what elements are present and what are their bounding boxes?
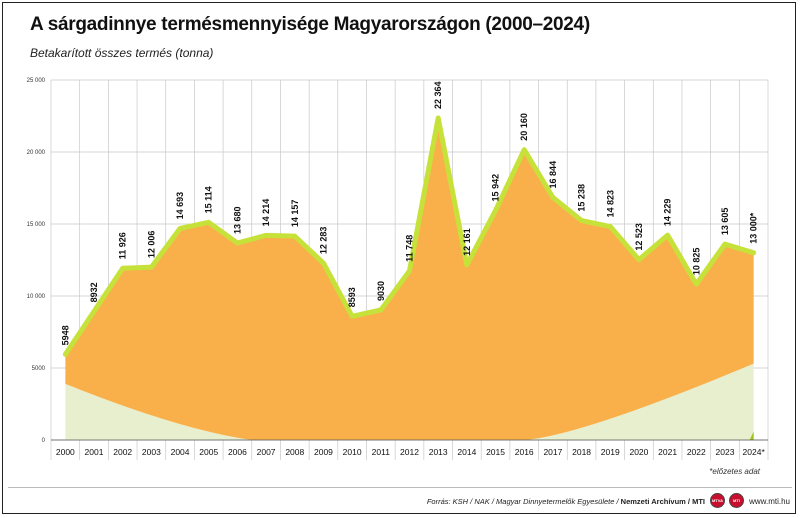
mti-logo-icon: MTI	[729, 493, 744, 508]
data-label: 12 523	[634, 223, 644, 251]
x-tick-label: 2011	[372, 447, 391, 457]
source-note: Forrás: KSH / NAK / Magyar Dinnyetermelő…	[427, 497, 705, 506]
y-tick-label: 25 000	[27, 78, 46, 84]
data-label: 11 926	[118, 232, 128, 259]
x-tick-label: 2003	[142, 447, 161, 457]
data-label: 13 000*	[749, 212, 759, 244]
x-tick-label: 2007	[257, 447, 276, 457]
source-bold: Nemzeti Archívum / MTI	[620, 497, 705, 506]
data-label: 14 693	[175, 192, 185, 220]
data-label: 12 006	[146, 231, 156, 259]
y-tick-label: 5000	[32, 366, 46, 372]
source-prefix: Forrás: KSH / NAK / Magyar Dinnyetermelő…	[426, 497, 621, 506]
y-tick-label: 10 000	[27, 294, 46, 300]
data-label: 8593	[347, 287, 357, 307]
series-line	[62, 115, 757, 357]
x-tick-label: 2012	[400, 447, 419, 457]
x-tick-label: 2015	[486, 447, 505, 457]
footnote: *előzetes adat	[709, 467, 760, 476]
chart-subtitle: Betakarított összes termés (tonna)	[30, 46, 214, 60]
data-label: 12 161	[462, 228, 472, 256]
website-link[interactable]: www.mti.hu	[749, 497, 790, 506]
x-tick-label: 2020	[629, 447, 648, 457]
data-label: 5948	[60, 325, 70, 345]
data-label: 20 160	[519, 113, 529, 141]
data-label: 13 680	[232, 206, 242, 234]
data-label: 15 238	[577, 184, 587, 212]
x-tick-label: 2010	[343, 447, 362, 457]
logo1-text: MTVA	[711, 498, 724, 503]
data-label: 15 114	[204, 186, 214, 213]
data-label: 14 214	[261, 199, 271, 227]
y-tick-label: 0	[42, 438, 46, 444]
data-label: 8932	[89, 282, 99, 302]
data-label: 13 605	[720, 208, 730, 236]
decor-arc-right	[524, 363, 754, 440]
data-label: 12 283	[318, 227, 328, 255]
x-tick-label: 2022	[687, 447, 706, 457]
data-label: 14 229	[663, 199, 673, 227]
data-label: 22 364	[433, 81, 443, 109]
decor-sprout	[749, 431, 754, 440]
data-label: 14 157	[290, 200, 300, 228]
x-tick-label: 2000	[56, 447, 75, 457]
x-tick-label: 2008	[285, 447, 304, 457]
chart-title: A sárgadinnye termésmennyisége Magyarors…	[30, 14, 590, 35]
data-label: 16 844	[548, 161, 558, 189]
data-label: 9030	[376, 281, 386, 301]
y-tick-label: 20 000	[27, 150, 46, 156]
x-tick-label: 2014	[457, 447, 476, 457]
logo2-text: MTI	[733, 498, 740, 503]
x-tick-label: 2001	[85, 447, 104, 457]
x-tick-label: 2002	[113, 447, 132, 457]
data-label: 11 748	[405, 235, 415, 262]
y-tick-label: 15 000	[27, 222, 46, 228]
x-tick-label: 2018	[572, 447, 591, 457]
x-tick-label: 2004	[171, 447, 190, 457]
x-tick-label: 2017	[543, 447, 562, 457]
x-tick-label: 2019	[601, 447, 620, 457]
x-tick-label: 2013	[429, 447, 448, 457]
footer-divider	[8, 487, 792, 488]
data-label: 15 942	[491, 174, 501, 202]
x-tick-label: 2006	[228, 447, 247, 457]
x-tick-label: 2024*	[743, 447, 766, 457]
x-tick-label: 2021	[658, 447, 677, 457]
x-tick-label: 2023	[716, 447, 735, 457]
data-label: 10 825	[691, 248, 701, 276]
x-tick-label: 2009	[314, 447, 333, 457]
mtva-logo-icon: MTVA	[710, 493, 725, 508]
area-fill	[65, 117, 754, 440]
decor-arc-left	[65, 383, 252, 440]
data-label: 14 823	[605, 190, 615, 218]
x-tick-label: 2005	[199, 447, 218, 457]
x-tick-label: 2016	[515, 447, 534, 457]
